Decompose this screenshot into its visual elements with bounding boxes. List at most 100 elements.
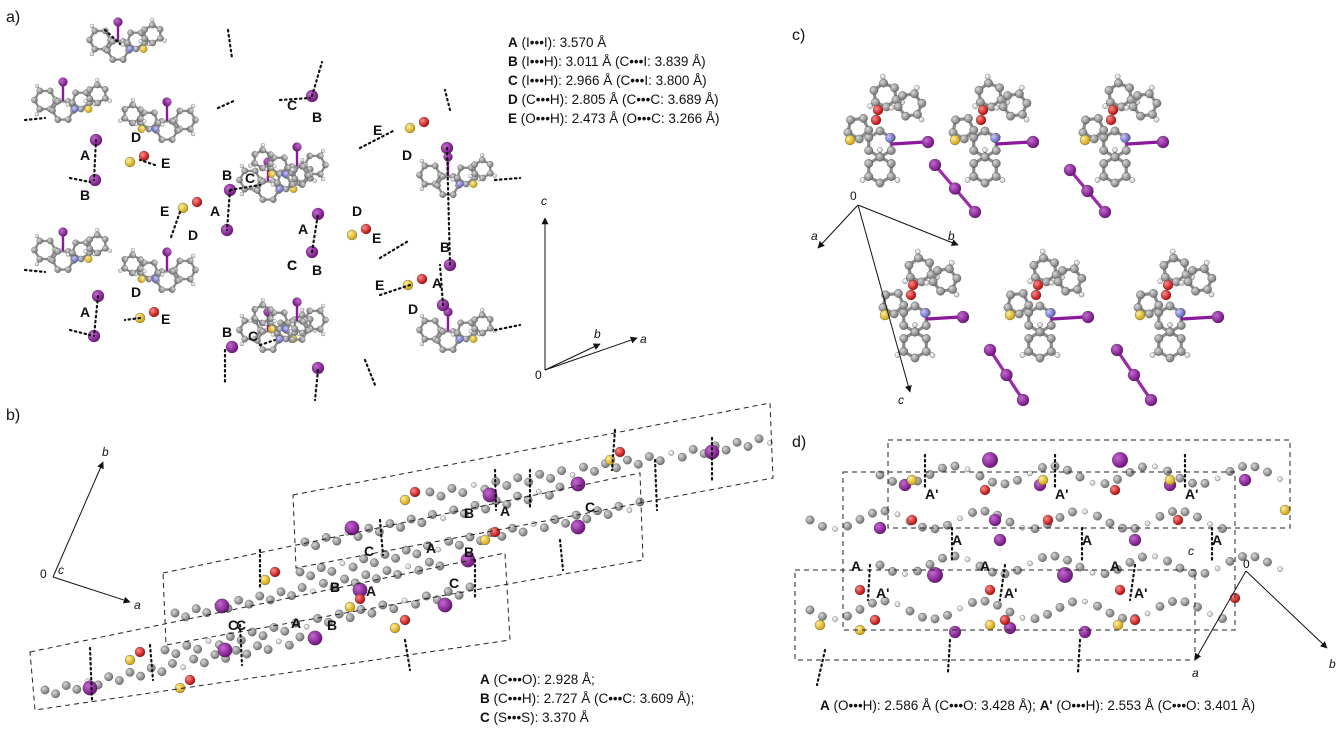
hydrogen-atom [1112, 147, 1117, 152]
carbon-atom [284, 320, 290, 326]
carbon-atom [1006, 112, 1014, 120]
carbon-atom [1148, 110, 1156, 118]
carbon-atom [1025, 301, 1033, 309]
carbon-atom [137, 107, 143, 113]
carbon-atom [1122, 146, 1130, 154]
legend-key: A' [1040, 698, 1053, 713]
carbon-atom [1106, 609, 1114, 617]
hydrogen-atom [982, 147, 987, 152]
sulfur-atom [268, 170, 276, 178]
carbon-atom [436, 562, 444, 570]
nitrogen-atom [885, 133, 894, 142]
carbon-atom [1166, 302, 1174, 310]
carbon-atom [1100, 146, 1108, 154]
carbon-atom [333, 537, 341, 545]
carbon-atom [887, 159, 895, 167]
contact-label: E [373, 122, 382, 138]
legend-a-row: A (I•••I): 3.570 Å [508, 35, 606, 50]
carbon-atom [454, 330, 460, 336]
carbon-atom [259, 320, 265, 326]
contact-line [655, 460, 657, 510]
contact-line [380, 520, 383, 555]
iodine-atom [163, 248, 172, 257]
hydrogen-atom [321, 332, 325, 336]
bond [997, 142, 1030, 144]
oxygen-atom [908, 280, 918, 290]
carbon-atom [151, 110, 157, 116]
carbon-atom [865, 159, 873, 167]
carbon-atom [910, 90, 918, 98]
carbon-atom [62, 681, 70, 689]
carbon-atom [1113, 475, 1121, 483]
oxygen-atom [135, 647, 145, 657]
carbon-atom [136, 672, 144, 680]
carbon-atom [1093, 602, 1101, 610]
hydrogen-atom [1149, 85, 1154, 90]
carbon-atom [1031, 614, 1039, 622]
panel-b-unit-cells [30, 403, 773, 710]
panel-d-legend: A (O•••H): 2.586 Å (C•••O: 3.428 Å); A' … [820, 698, 1255, 713]
molecule [31, 78, 111, 123]
oxygen-atom [985, 585, 995, 595]
iodine-atom [989, 514, 1001, 526]
carbon-atom [55, 248, 61, 254]
carbon-atom [911, 328, 919, 336]
carbon-atom [142, 36, 148, 42]
carbon-atom [317, 153, 323, 159]
hydrogen-atom [304, 624, 309, 629]
carbon-atom [55, 266, 61, 272]
carbon-atom [281, 627, 289, 635]
molecule [1004, 249, 1094, 362]
contact-label: A [500, 503, 510, 519]
carbon-atom [440, 191, 446, 197]
carbon-atom [270, 623, 278, 631]
iodine-atom [1064, 164, 1076, 176]
carbon-atom [992, 172, 1000, 180]
hydrogen-atom [1090, 480, 1095, 485]
contact-line [260, 340, 275, 345]
contact-label: A [432, 275, 442, 291]
carbon-atom [960, 135, 968, 143]
contact-label: B [464, 505, 474, 521]
carbon-atom [159, 136, 165, 142]
contact-line [218, 100, 236, 108]
carbon-atom [322, 162, 328, 168]
carbon-atom [41, 686, 49, 694]
hydrogen-atom [420, 187, 424, 191]
carbon-atom [270, 196, 276, 202]
oxygen-atom [417, 274, 427, 284]
carbon-atom [894, 103, 902, 111]
carbon-atom [1166, 354, 1174, 362]
carbon-atom [368, 609, 376, 617]
carbon-atom [86, 87, 92, 93]
contact-labels: A B C D E D E B C A B C D E A B C D E A … [80, 97, 1222, 633]
hydrogen-atom [480, 153, 484, 157]
nitrogen-atom [282, 171, 289, 178]
carbon-atom [1050, 259, 1058, 267]
contact-label: C [236, 617, 246, 633]
iodine-atom [293, 143, 302, 152]
carbon-atom [169, 136, 175, 142]
carbon-atom [365, 524, 373, 532]
panel-a-legend: A (I•••I): 3.570 Å B (I•••H): 3.011 Å (C… [508, 35, 719, 126]
contact-label: A' [925, 486, 938, 502]
bond [892, 142, 925, 144]
carbon-atom [901, 112, 909, 120]
carbon-atom [1201, 479, 1209, 487]
panel-c-axis-a: a [811, 229, 818, 243]
oxygen-atom [871, 115, 881, 125]
carbon-atom [634, 460, 642, 468]
carbon-atom [976, 472, 984, 480]
axis-a-line [53, 577, 130, 602]
carbon-atom [110, 56, 116, 62]
hydrogen-atom [832, 526, 837, 531]
iodine-atom [218, 643, 232, 657]
carbon-atom [1226, 467, 1234, 475]
hydrogen-atom [441, 516, 446, 521]
carbon-atom [922, 334, 930, 342]
carbon-atom [174, 277, 180, 283]
carbon-atom [590, 467, 598, 475]
hydrogen-atom [889, 105, 894, 110]
nitrogen-atom [72, 256, 79, 263]
